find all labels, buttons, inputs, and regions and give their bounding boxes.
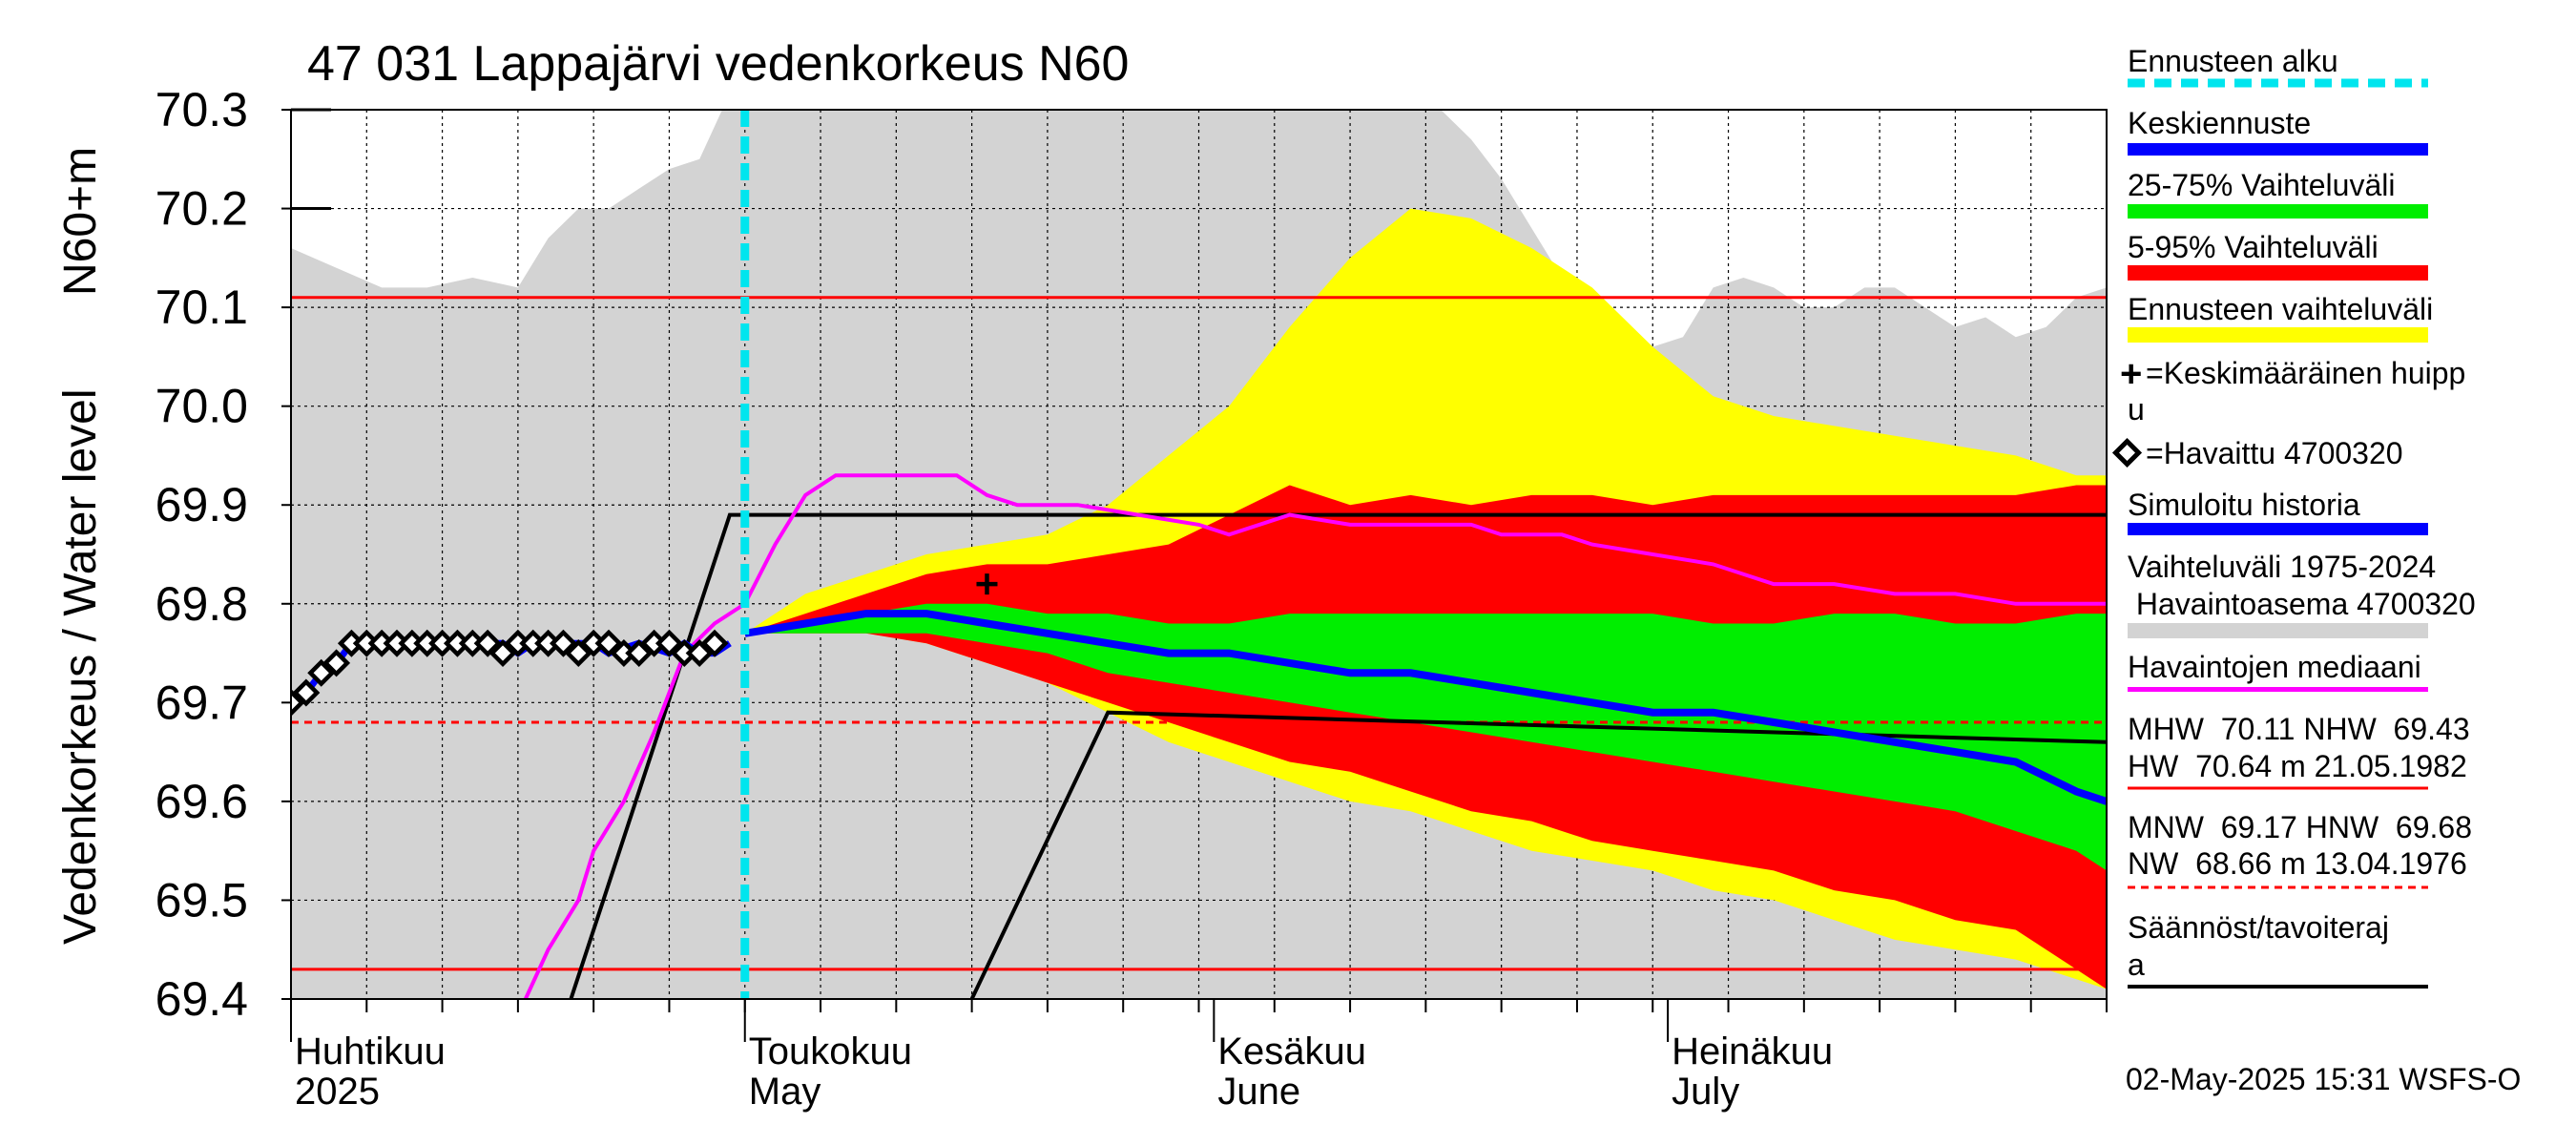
regulation-line (569, 512, 2107, 999)
legend-median-swatch (2128, 687, 2428, 692)
observed-point (519, 629, 548, 657)
observed-point (700, 629, 729, 657)
y-tick-label: 70.0 (156, 380, 248, 433)
y-tick-label: 69.7 (156, 676, 248, 729)
observed-point (670, 639, 698, 668)
observed-point (383, 629, 411, 657)
legend-observed: =Havaittu 4700320 (2146, 436, 2403, 470)
history-range-gap (1441, 110, 2107, 347)
legend-simulated-swatch (2128, 523, 2428, 535)
legend-forecast-range-swatch (2128, 327, 2428, 343)
legend-range-25-75-swatch (2128, 204, 2428, 219)
legend-forecast-range: Ennusteen vaihteluväli (2128, 292, 2433, 326)
observed-point (640, 629, 669, 657)
range-5-95-band (744, 485, 2107, 989)
observed-point (564, 639, 592, 668)
legend-range-5-95: 5-95% Vaihteluväli (2128, 230, 2379, 264)
legend-mean-forecast-swatch (2128, 143, 2428, 156)
legend: Ennusteen alku Keskiennuste 25-75% Vaiht… (2111, 44, 2476, 989)
observed-point (579, 629, 608, 657)
observed-point (367, 629, 396, 657)
legend-mean-peak-line2: u (2128, 392, 2145, 427)
legend-stats-high-line2: HW 70.64 m 21.05.1982 (2128, 749, 2467, 783)
observed-point (654, 629, 683, 657)
x-month-label: Toukokuu (749, 1030, 912, 1072)
observed-point (292, 678, 321, 707)
mean-forecast-line (744, 610, 2107, 805)
legend-range-25-75: 25-75% Vaihteluväli (2128, 168, 2395, 202)
legend-range-5-95-swatch (2128, 265, 2428, 281)
legend-simulated: Simuloitu historia (2128, 488, 2360, 522)
legend-regulation-line2: a (2128, 947, 2145, 982)
y-axis-label-main: Vedenkorkeus / Water level (55, 388, 106, 945)
observed-point (685, 639, 714, 668)
observed-point (413, 629, 442, 657)
legend-history-swatch (2128, 623, 2428, 638)
legend-stats-high-line1: MHW 70.11 NHW 69.43 (2128, 712, 2470, 746)
range-25-75-band (744, 603, 2107, 871)
y-tick-label: 70.2 (156, 182, 248, 236)
y-tick-label: 69.5 (156, 873, 248, 926)
legend-history-line1: Vaihteluväli 1975-2024 (2128, 550, 2436, 584)
observed-point (625, 639, 654, 668)
observed-point (398, 629, 426, 657)
y-tick-label: 69.8 (156, 577, 248, 631)
observed-point (337, 629, 365, 657)
observed-point (534, 629, 563, 657)
chart-title: 47 031 Lappajärvi vedenkorkeus N60 (307, 36, 1129, 92)
legend-regulation-line1: Säännöst/tavoiteraj (2128, 910, 2389, 945)
legend-stats-low-line1: MNW 69.17 HNW 69.68 (2128, 810, 2472, 844)
axes: 70.3 70.2 70.1 70.0 69.9 69.8 69.7 69.6 69.5 69.4… (156, 83, 2108, 1113)
legend-median: Havaintojen mediaani (2128, 650, 2421, 684)
observed-point (443, 629, 471, 657)
y-tick-label: 70.1 (156, 281, 248, 334)
series-layer (291, 110, 2107, 999)
observed-point (291, 688, 305, 717)
mean-peak-marker (976, 573, 998, 595)
x-month-label: Heinäkuu (1672, 1030, 1833, 1072)
legend-stats-low-line2: NW 68.66 m 13.04.1976 (2128, 846, 2467, 881)
y-tick-label: 69.6 (156, 775, 248, 828)
observed-point (307, 658, 336, 687)
y-tick-label: 70.3 (156, 83, 248, 136)
grid-lines (291, 109, 2107, 1000)
observed-point (594, 629, 623, 657)
observed-point (458, 629, 487, 657)
legend-mean-forecast: Keskiennuste (2128, 106, 2311, 140)
observed-point (549, 629, 577, 657)
observed-point (488, 639, 517, 668)
legend-mean-peak-line1: =Keskimääräinen huipp (2146, 356, 2465, 390)
legend-forecast-start: Ennusteen alku (2128, 44, 2338, 78)
observed-point (322, 649, 351, 677)
observed-point (352, 629, 381, 657)
legend-history-line2: Havaintoasema 4700320 (2128, 587, 2476, 621)
regulation-line (969, 710, 2107, 999)
x-month-label: Kesäkuu (1217, 1030, 1366, 1072)
x-month-sublabel: May (749, 1071, 821, 1113)
footer-timestamp: 02-May-2025 15:31 WSFS-O (2126, 1062, 2521, 1096)
legend-observed-diamond-icon (2111, 437, 2143, 468)
x-month-sublabel: 2025 (295, 1071, 380, 1113)
legend-mean-peak-symbol: + (2120, 353, 2142, 395)
x-month-sublabel: July (1672, 1071, 1739, 1113)
y-axis-label-top: N60+m (55, 147, 106, 296)
x-month-label: Huhtikuu (295, 1030, 446, 1072)
y-tick-label: 69.4 (156, 972, 248, 1026)
observed-point (610, 639, 638, 668)
observed-point (428, 629, 457, 657)
y-tick-label: 69.9 (156, 478, 248, 531)
observed-point (473, 629, 502, 657)
observed-point (504, 629, 532, 657)
x-month-sublabel: June (1217, 1071, 1300, 1113)
